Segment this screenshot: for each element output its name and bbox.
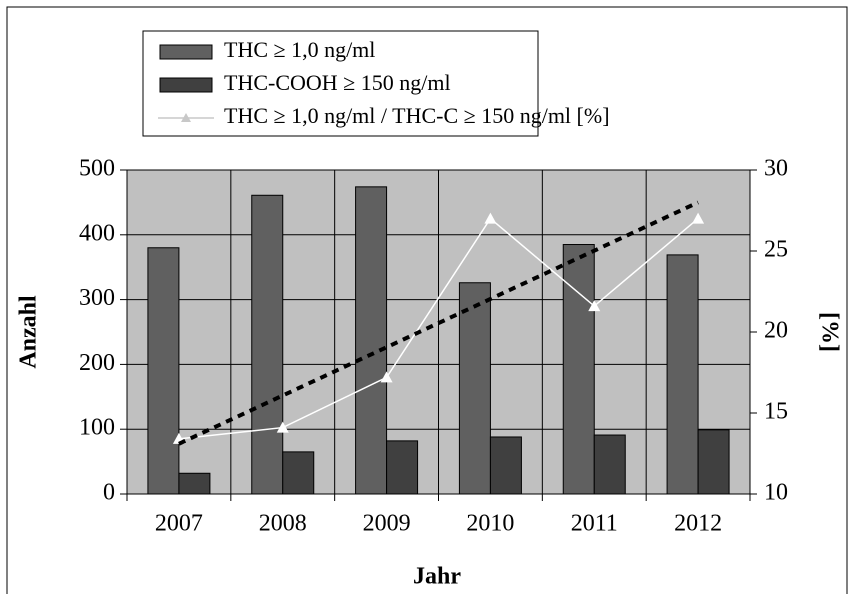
y-tick-label: 200 xyxy=(79,350,115,376)
x-tick-label: 2011 xyxy=(571,511,618,537)
y2-tick-label: 30 xyxy=(764,156,788,182)
bar xyxy=(593,434,626,495)
x-tick-label: 2009 xyxy=(363,511,411,537)
x-axis-label: Jahr xyxy=(413,564,461,590)
legend-label: THC ≥ 1,0 ng/ml / THC-C ≥ 150 ng/ml [%] xyxy=(224,103,610,128)
x-tick-label: 2012 xyxy=(674,511,722,537)
legend-swatch xyxy=(159,44,213,60)
bar xyxy=(697,429,730,495)
y-tick-label: 400 xyxy=(79,220,115,246)
y-axis-label: Anzahl xyxy=(16,295,42,369)
bar xyxy=(666,254,699,495)
bar xyxy=(458,282,491,495)
y-tick-label: 0 xyxy=(103,480,115,506)
line xyxy=(178,217,699,440)
trendline xyxy=(178,200,699,446)
x-tick-label: 2010 xyxy=(466,511,514,537)
legend-label: THC ≥ 1,0 ng/ml xyxy=(224,37,375,62)
marker xyxy=(692,212,705,224)
bar xyxy=(282,451,315,495)
marker xyxy=(484,212,497,224)
bar xyxy=(355,186,388,495)
marker xyxy=(380,371,393,383)
marker xyxy=(588,300,601,312)
legend-label: THC-COOH ≥ 150 ng/ml xyxy=(224,70,451,95)
bar xyxy=(178,472,211,495)
y2-tick-label: 10 xyxy=(764,480,788,506)
x-tick-label: 2007 xyxy=(155,511,203,537)
bar xyxy=(147,247,180,495)
y-tick-label: 100 xyxy=(79,415,115,441)
bar xyxy=(489,436,522,495)
bar xyxy=(386,440,419,495)
legend-marker xyxy=(181,113,191,122)
marker xyxy=(276,421,289,433)
legend-swatch xyxy=(159,77,213,93)
x-tick-label: 2008 xyxy=(259,511,307,537)
y2-tick-label: 15 xyxy=(764,399,788,425)
y2-tick-label: 25 xyxy=(764,237,788,263)
bar xyxy=(251,194,284,495)
y2-tick-label: 20 xyxy=(764,318,788,344)
y-tick-label: 500 xyxy=(79,156,115,182)
y-tick-label: 300 xyxy=(79,285,115,311)
bar xyxy=(562,244,595,495)
y2-axis-label: [%] xyxy=(816,312,842,352)
